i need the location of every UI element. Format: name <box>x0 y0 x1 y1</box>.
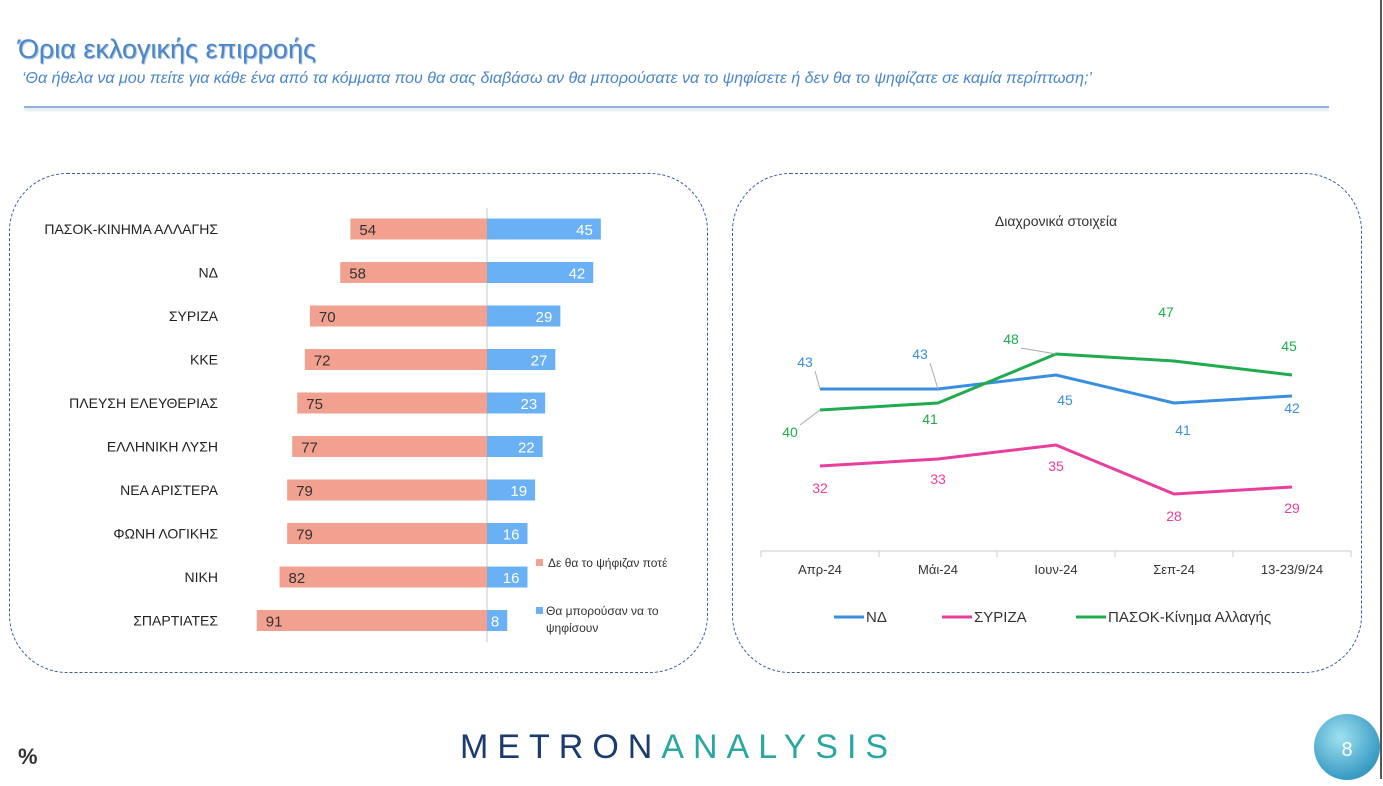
page-subtitle: ‘Θα ήθελα να μου πείτε για κάθε ένα από … <box>22 70 1092 87</box>
data-label-leader <box>929 362 939 390</box>
series-data-label: 43 <box>912 346 928 362</box>
bar-never <box>297 392 487 414</box>
category-label: ΚΚΕ <box>190 352 218 368</box>
series-data-label: 33 <box>930 471 946 487</box>
bar-never-value: 58 <box>349 266 366 283</box>
bar-never-value: 82 <box>289 570 306 587</box>
bar-could-value: 22 <box>518 440 535 457</box>
bar-could <box>487 436 543 457</box>
bar-could <box>487 479 536 501</box>
category-label: ΦΩΝΗ ΛΟΓΙΚΗΣ <box>113 526 218 542</box>
slide-edge <box>1380 0 1382 779</box>
bar-never-value: 72 <box>314 353 331 370</box>
bar-never <box>309 305 487 327</box>
unit-label: % <box>18 744 38 769</box>
bar-never-value: 54 <box>359 222 376 239</box>
bar-never <box>287 479 487 501</box>
bar-never-value: 75 <box>306 396 323 413</box>
bar-could-value: 19 <box>510 483 527 500</box>
series-data-label: 40 <box>782 424 798 440</box>
series-data-label: 32 <box>812 480 828 496</box>
x-tick-label: Μάι-24 <box>918 562 958 577</box>
page-title: Όρια εκλογικής επιρροής <box>18 34 316 64</box>
series-data-label: 48 <box>1003 331 1019 347</box>
bar-could-value: 23 <box>521 396 538 413</box>
bar-could <box>487 610 508 631</box>
data-label-leader <box>1020 347 1057 355</box>
x-tick-label: Σεπ-24 <box>1153 562 1195 577</box>
legend-label-could-line1: Θα μπορούσαν να το <box>546 604 659 618</box>
series-data-label: 35 <box>1048 458 1064 474</box>
x-tick-label: Απρ-24 <box>798 562 842 577</box>
series-data-label: 41 <box>922 411 938 427</box>
bar-could <box>487 305 561 327</box>
header-divider <box>24 106 1329 108</box>
x-tick-label: 13-23/9/24 <box>1261 562 1323 577</box>
category-label: ΝΔ <box>199 265 218 281</box>
legend-label-never: Δε θα το ψήφιζαν ποτέ <box>548 556 668 570</box>
metron-analysis-logo: METRONANALYSIS <box>460 728 897 767</box>
legend-swatch-could <box>536 607 543 614</box>
bar-could-value: 16 <box>503 570 520 587</box>
category-label: ΝΕΑ ΑΡΙΣΤΕΡΑ <box>120 482 219 498</box>
line-legend-label: ΣΥΡΙΖΑ <box>974 609 1027 626</box>
category-label: ΕΛΛΗΝΙΚΗ ΛΥΣΗ <box>107 439 218 455</box>
bar-could-value: 27 <box>531 353 548 370</box>
category-label: ΝΙΚΗ <box>185 569 218 585</box>
bar-could-value: 45 <box>576 222 593 239</box>
series-data-label: 43 <box>797 354 813 370</box>
x-tick-label: Ιουν-24 <box>1034 562 1077 577</box>
series-line <box>819 443 1293 496</box>
bar-could-value: 42 <box>569 266 586 283</box>
logo-text-metron: METRON <box>460 728 662 766</box>
bar-never-value: 70 <box>319 309 336 326</box>
bar-never <box>287 523 487 544</box>
category-label: ΣΥΡΙΖΑ <box>169 308 219 324</box>
series-data-label: 28 <box>1166 508 1182 524</box>
line-chart-title: Διαχρονικά στοιχεία <box>995 213 1117 229</box>
bar-never-value: 79 <box>296 527 313 544</box>
data-label-leader <box>799 409 821 426</box>
bar-could <box>487 262 594 283</box>
bar-could <box>487 349 556 370</box>
series-data-label: 29 <box>1284 500 1300 516</box>
series-data-label: 45 <box>1057 392 1073 408</box>
bar-never-value: 79 <box>296 483 313 500</box>
bar-never <box>279 566 487 588</box>
category-label: ΠΛΕΥΣΗ ΕΛΕΥΘΕΡΙΑΣ <box>69 395 218 411</box>
legend-label-could-line2: ψηφίσουν <box>546 621 598 635</box>
series-data-label: 41 <box>1175 422 1191 438</box>
bar-never <box>256 610 487 631</box>
category-label: ΠΑΣΟΚ-ΚΙΝΗΜΑ ΑΛΛΑΓΗΣ <box>44 221 218 237</box>
line-legend-label: ΠΑΣΟΚ-Κίνημα Αλλαγής <box>1108 609 1271 626</box>
bar-never <box>304 349 487 370</box>
data-label-leader <box>814 370 821 390</box>
category-label: ΣΠΑΡΤΙΑΤΕΣ <box>133 613 218 629</box>
bar-never-value: 77 <box>301 440 318 457</box>
bar-never-value: 91 <box>266 614 283 631</box>
logo-text-analysis: ANALYSIS <box>661 728 898 766</box>
bar-could-value: 16 <box>503 527 520 544</box>
series-data-label: 47 <box>1158 304 1174 320</box>
bar-chart-panel <box>9 173 708 673</box>
legend-swatch-never <box>536 559 543 566</box>
bar-never <box>340 262 487 283</box>
series-line <box>820 373 1293 405</box>
page-number-badge: 8 <box>1314 714 1380 780</box>
bar-could-value: 8 <box>491 614 499 631</box>
bar-never <box>292 436 487 457</box>
series-data-label: 45 <box>1281 338 1297 354</box>
bar-could <box>487 218 601 240</box>
series-data-label: 42 <box>1284 400 1300 416</box>
bar-could <box>487 566 528 588</box>
bar-could <box>487 523 528 544</box>
line-chart-panel <box>732 173 1362 673</box>
bar-could <box>487 392 546 414</box>
bar-could-value: 29 <box>536 309 553 326</box>
bar-never <box>350 218 487 240</box>
line-legend-label: ΝΔ <box>866 609 887 626</box>
